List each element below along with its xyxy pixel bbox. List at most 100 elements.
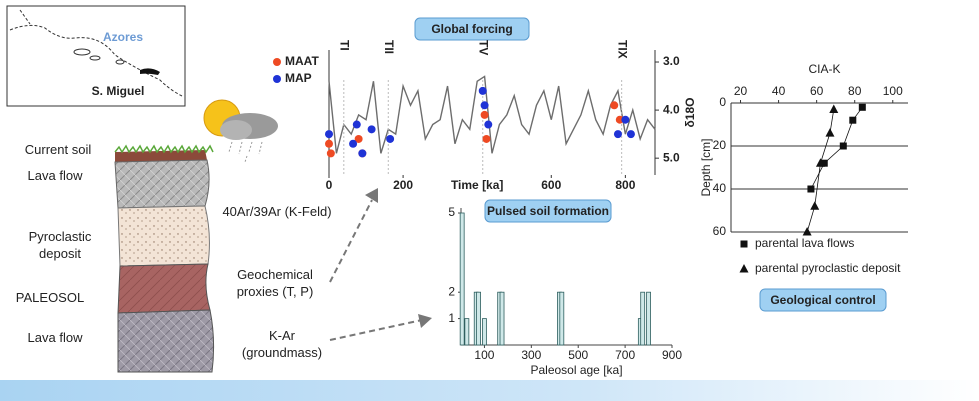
chart-title: Geological control	[770, 293, 875, 307]
x-tick-label: 80	[848, 84, 862, 98]
legend-marker	[740, 240, 748, 248]
bar	[482, 318, 487, 346]
bar	[499, 291, 505, 346]
termination-label: TIX	[615, 40, 629, 59]
title-box	[414, 17, 530, 41]
marker	[621, 115, 630, 124]
marker	[325, 130, 333, 139]
x-axis-label: Time [ka]	[451, 178, 503, 192]
legend-marker	[273, 58, 281, 66]
y-tick-label: 40	[713, 181, 727, 195]
lava-layer	[114, 159, 210, 209]
island-s-miguel	[140, 68, 160, 75]
title-box	[759, 288, 887, 312]
title-box	[484, 199, 612, 223]
legend-label: parental lava flows	[755, 236, 854, 250]
marker	[349, 139, 358, 148]
soil-layer	[115, 150, 207, 162]
marker	[480, 101, 489, 110]
marker	[807, 185, 815, 193]
termination-label: TII	[382, 40, 396, 54]
layer-label: Lava flow	[27, 330, 83, 345]
marker	[482, 134, 491, 143]
marker	[367, 125, 376, 134]
cloud-icon	[220, 120, 252, 140]
map-island: S. Miguel	[92, 84, 145, 98]
termination-label: TI	[338, 40, 352, 51]
island	[73, 48, 91, 56]
y-axis-label: Depth [cm]	[699, 138, 713, 196]
legend-marker	[739, 264, 749, 273]
marker	[825, 128, 835, 137]
method-label: K-Ar (groundmass)	[241, 328, 323, 360]
bar	[459, 212, 465, 346]
legend-marker	[273, 75, 281, 83]
bar	[559, 291, 565, 346]
x-axis-label: Paleosol age [ka]	[530, 363, 622, 377]
x-axis-label: CIA-K	[808, 62, 840, 76]
termination-label: TV	[477, 40, 491, 55]
marker	[820, 159, 828, 167]
layer-label: Current soil	[24, 142, 92, 157]
bar	[464, 318, 470, 346]
chart-title: Pulsed soil formation	[487, 204, 609, 218]
map-region: Azores	[103, 30, 143, 44]
marker	[839, 142, 847, 150]
y-axis-label: δ18O	[683, 98, 697, 128]
x-tick-label: 300	[521, 348, 541, 362]
marker	[352, 120, 361, 129]
map-boundary	[9, 24, 183, 97]
y-tick-label: 20	[713, 138, 727, 152]
y-tick-label: 5.0	[663, 150, 680, 164]
method-label: Geochemical proxies (T, P)	[236, 267, 314, 299]
data-line	[328, 75, 656, 154]
x-tick-label: 800	[615, 178, 635, 192]
marker	[326, 149, 335, 158]
marker	[610, 101, 619, 110]
marker	[480, 110, 489, 119]
layer-label: Lava flow	[27, 168, 83, 183]
x-tick-label: 20	[734, 84, 748, 98]
arrow-head	[365, 188, 378, 203]
map-boundary	[19, 9, 31, 25]
marker	[829, 104, 839, 113]
marker	[615, 115, 624, 124]
rain-icon	[228, 141, 263, 163]
marker	[354, 134, 363, 143]
pyroclastic-layer	[117, 205, 210, 267]
footer-band	[0, 380, 979, 401]
island	[89, 55, 101, 61]
x-tick-label: 100	[474, 348, 494, 362]
arrow-head	[418, 314, 432, 328]
chart-title: Global forcing	[431, 22, 512, 36]
legend-label: MAAT	[285, 54, 319, 68]
arrow	[329, 199, 373, 283]
y-tick-label: 5	[448, 205, 455, 219]
marker	[858, 103, 866, 111]
x-tick-label: 900	[662, 348, 682, 362]
arrow	[329, 319, 423, 341]
x-tick-label: 200	[393, 178, 413, 192]
x-tick-label: 500	[568, 348, 588, 362]
x-tick-label: 700	[615, 348, 635, 362]
marker	[815, 158, 825, 167]
marker	[386, 134, 395, 143]
x-tick-label: 0	[326, 178, 333, 192]
layer-label: PALEOSOL	[15, 290, 85, 305]
legend-label: parental pyroclastic deposit	[755, 261, 901, 275]
grass	[114, 144, 214, 154]
marker	[613, 130, 622, 139]
marker	[849, 116, 857, 124]
x-tick-label: 100	[883, 84, 903, 98]
marker	[810, 201, 820, 210]
y-tick-label: 0	[719, 95, 726, 109]
method-label: 40Ar/39Ar (K-Feld)	[222, 204, 332, 219]
bar	[646, 291, 651, 346]
marker	[325, 139, 333, 148]
marker	[484, 120, 493, 129]
x-tick-label: 60	[810, 84, 824, 98]
bar	[476, 291, 481, 346]
marker	[802, 227, 812, 236]
